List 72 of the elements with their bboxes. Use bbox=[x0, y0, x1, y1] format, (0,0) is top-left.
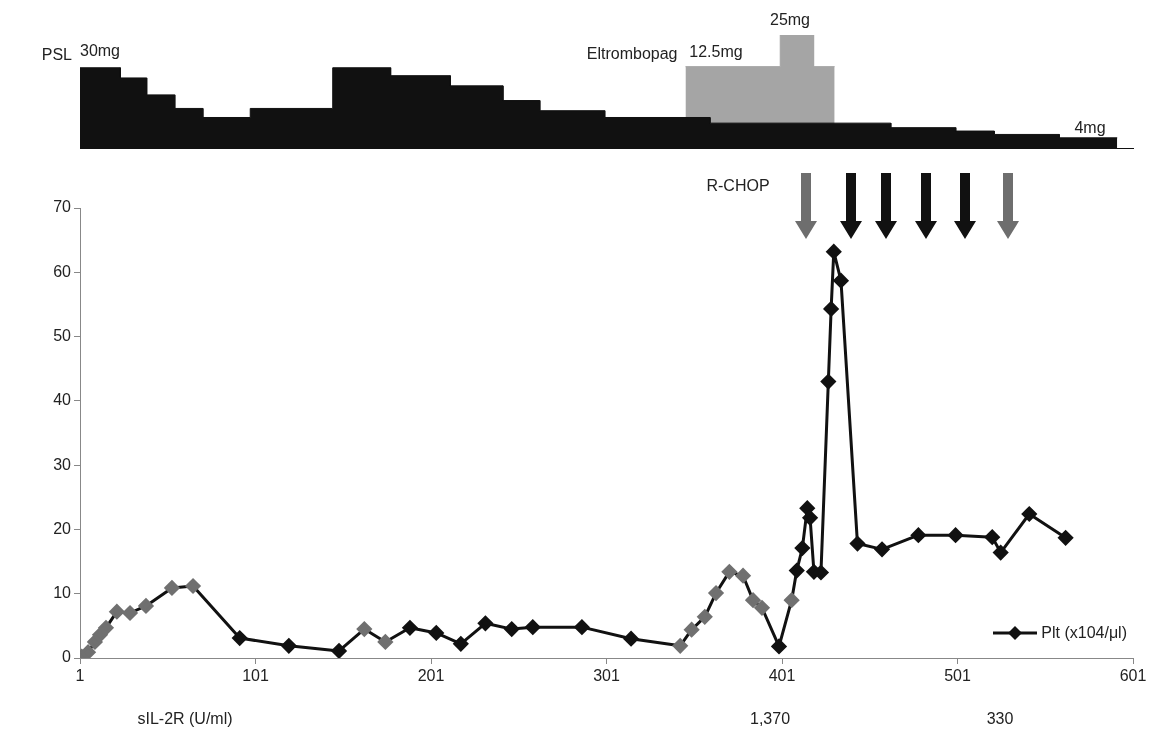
x-tick-label: 301 bbox=[593, 667, 620, 685]
point bbox=[771, 638, 787, 654]
x-tick-label: 101 bbox=[242, 667, 269, 685]
point bbox=[402, 620, 418, 636]
annotation: 30mg bbox=[79, 42, 121, 59]
series-label: Eltrombopag bbox=[586, 44, 678, 62]
point bbox=[754, 600, 770, 616]
x-tick-label: 401 bbox=[768, 667, 796, 685]
point bbox=[574, 619, 590, 635]
text: 25mg bbox=[769, 11, 811, 28]
point bbox=[874, 541, 890, 557]
x-tick-label: 601 bbox=[1119, 667, 1147, 685]
point bbox=[826, 244, 842, 260]
y-tick-label: 30 bbox=[53, 455, 72, 473]
annotation: 12.5mg bbox=[689, 43, 743, 60]
x-tick-label: 501 bbox=[944, 667, 971, 685]
point bbox=[185, 578, 201, 594]
legend-label: Plt (x104/μl) bbox=[1041, 624, 1127, 642]
point bbox=[849, 536, 865, 552]
y-tick-label: 40 bbox=[53, 391, 72, 409]
point bbox=[623, 631, 639, 647]
point bbox=[789, 563, 805, 579]
y-tick-label: 60 bbox=[53, 262, 72, 280]
annotation: 4mg bbox=[1074, 119, 1106, 136]
y-tick-label: 20 bbox=[53, 519, 72, 537]
point bbox=[138, 598, 154, 614]
point bbox=[356, 621, 372, 637]
point bbox=[993, 545, 1009, 561]
point bbox=[823, 301, 839, 317]
point bbox=[109, 604, 125, 620]
text: 1,370 bbox=[749, 710, 791, 727]
point bbox=[833, 273, 849, 289]
point bbox=[820, 374, 836, 390]
point bbox=[794, 540, 810, 556]
point bbox=[232, 630, 248, 646]
point bbox=[428, 625, 444, 641]
point bbox=[98, 620, 114, 636]
point bbox=[377, 634, 393, 650]
point bbox=[331, 643, 347, 658]
text: R-CHOP bbox=[706, 177, 770, 194]
point bbox=[122, 605, 138, 621]
point bbox=[948, 527, 964, 543]
point bbox=[735, 568, 751, 584]
point bbox=[1021, 506, 1037, 522]
y-tick-label: 50 bbox=[53, 326, 72, 344]
point bbox=[784, 592, 800, 608]
point bbox=[164, 580, 180, 596]
point bbox=[684, 622, 700, 638]
point bbox=[80, 644, 96, 658]
point bbox=[910, 527, 926, 543]
series-label: PSL bbox=[41, 45, 73, 63]
point bbox=[672, 638, 688, 654]
text: sIL-2R (U/ml) bbox=[137, 710, 233, 727]
y-tick-label: 0 bbox=[62, 648, 72, 666]
y-tick-label: 70 bbox=[53, 198, 72, 216]
x-tick-label: 1 bbox=[75, 667, 85, 685]
point bbox=[477, 615, 493, 631]
point bbox=[721, 564, 737, 580]
point bbox=[708, 585, 724, 601]
point bbox=[281, 638, 297, 654]
text: 330 bbox=[986, 710, 1014, 727]
point bbox=[802, 510, 818, 526]
point bbox=[799, 500, 815, 516]
point bbox=[525, 619, 541, 635]
x-tick-label: 201 bbox=[417, 667, 445, 685]
point bbox=[984, 529, 1000, 545]
point bbox=[504, 621, 520, 637]
point bbox=[697, 609, 713, 625]
point bbox=[745, 592, 761, 608]
point bbox=[1058, 530, 1074, 546]
point bbox=[453, 636, 469, 652]
y-tick-label: 10 bbox=[53, 584, 72, 602]
